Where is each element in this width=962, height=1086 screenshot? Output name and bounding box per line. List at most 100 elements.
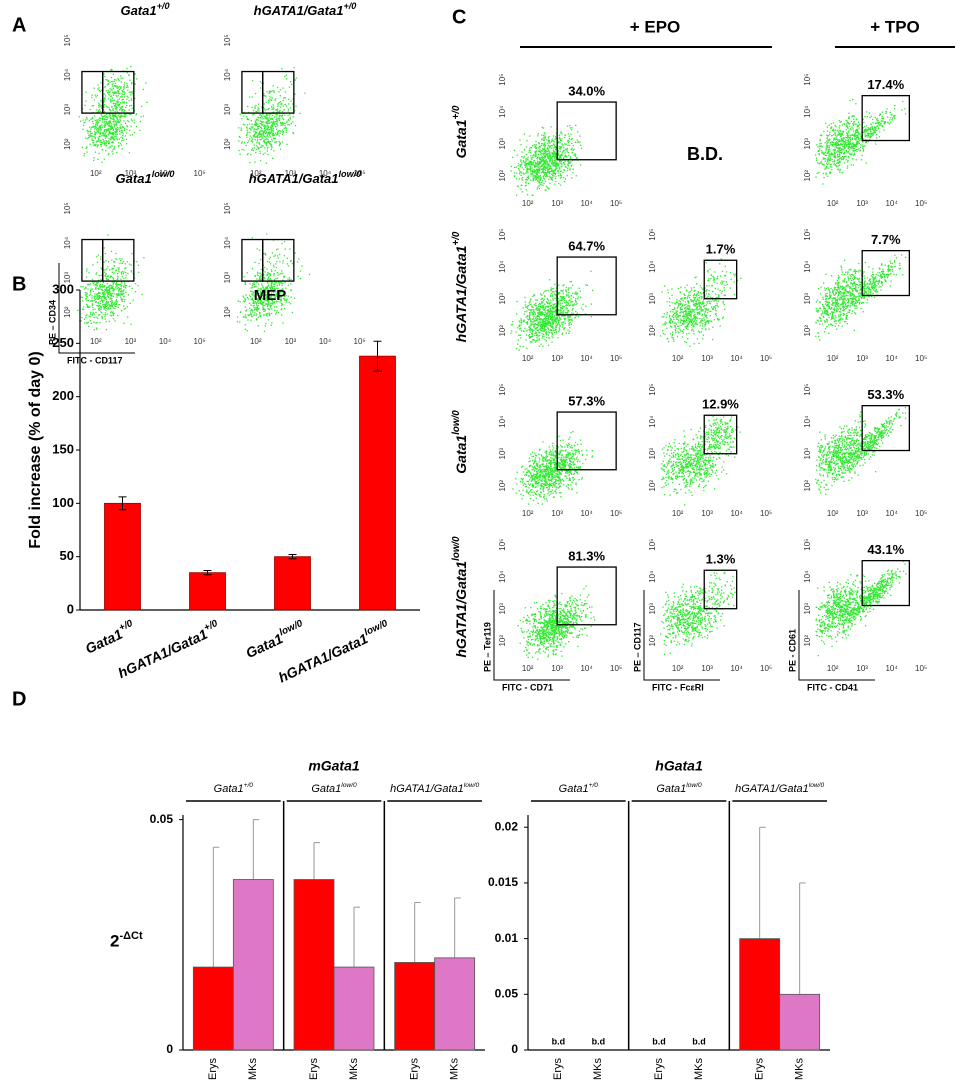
event-dot bbox=[282, 110, 284, 113]
event-dot bbox=[543, 134, 545, 136]
event-dot bbox=[260, 294, 262, 296]
event-dot bbox=[255, 295, 257, 297]
event-dot bbox=[873, 126, 875, 128]
event-dot bbox=[551, 176, 554, 179]
event-dot bbox=[824, 158, 826, 160]
event-dot bbox=[842, 145, 844, 148]
event-dot bbox=[557, 150, 560, 152]
event-dot bbox=[837, 162, 839, 165]
event-dot bbox=[110, 110, 112, 112]
event-dot bbox=[832, 149, 834, 151]
event-dot bbox=[246, 297, 248, 299]
event-dot bbox=[522, 157, 525, 159]
event-dot bbox=[541, 170, 543, 173]
event-dot bbox=[271, 308, 273, 310]
event-dot bbox=[545, 173, 548, 175]
event-dot bbox=[97, 317, 99, 319]
event-dot bbox=[831, 166, 833, 168]
event-dot bbox=[268, 92, 270, 94]
event-dot bbox=[125, 267, 127, 269]
event-dot bbox=[571, 129, 573, 131]
event-dot bbox=[563, 157, 565, 159]
event-dot bbox=[848, 157, 850, 159]
event-dot bbox=[555, 312, 557, 314]
event-dot bbox=[558, 136, 561, 139]
event-dot bbox=[273, 116, 276, 118]
event-dot bbox=[261, 146, 263, 148]
event-dot bbox=[555, 175, 557, 177]
event-dot bbox=[87, 137, 90, 139]
event-dot bbox=[551, 153, 553, 155]
event-dot bbox=[264, 139, 266, 141]
event-dot bbox=[128, 120, 130, 123]
event-dot bbox=[105, 288, 107, 290]
event-dot bbox=[123, 286, 125, 288]
event-dot bbox=[252, 114, 254, 116]
event-dot bbox=[540, 301, 543, 303]
event-dot bbox=[262, 140, 265, 143]
event-dot bbox=[558, 141, 560, 143]
event-dot bbox=[513, 176, 516, 178]
event-dot bbox=[116, 85, 118, 87]
event-dot bbox=[261, 127, 263, 129]
event-dot bbox=[255, 121, 257, 123]
event-dot bbox=[88, 315, 90, 317]
event-dot bbox=[107, 125, 109, 127]
event-dot bbox=[115, 79, 117, 81]
event-dot bbox=[119, 304, 121, 306]
event-dot bbox=[100, 140, 102, 142]
x-axis-label: FITC - CD117 bbox=[67, 355, 123, 365]
x-tick-label: 10² bbox=[827, 199, 839, 208]
event-dot bbox=[848, 145, 850, 147]
event-dot bbox=[282, 122, 284, 124]
event-dot bbox=[834, 153, 836, 155]
event-dot bbox=[112, 83, 114, 85]
event-dot bbox=[270, 145, 273, 148]
event-dot bbox=[554, 164, 556, 166]
event-dot bbox=[89, 320, 92, 322]
event-dot bbox=[258, 295, 261, 297]
event-dot bbox=[259, 311, 261, 314]
event-dot bbox=[271, 126, 273, 128]
event-dot bbox=[248, 314, 250, 317]
event-dot bbox=[113, 282, 115, 284]
event-dot bbox=[111, 271, 113, 273]
event-dot bbox=[96, 328, 98, 330]
event-dot bbox=[110, 297, 112, 299]
event-dot bbox=[531, 328, 534, 331]
event-dot bbox=[541, 138, 543, 140]
event-dot bbox=[870, 136, 872, 138]
event-dot bbox=[93, 281, 96, 283]
event-dot bbox=[557, 170, 559, 172]
event-dot bbox=[849, 140, 851, 143]
event-dot bbox=[256, 293, 258, 295]
gate bbox=[81, 238, 104, 282]
event-dot bbox=[256, 123, 258, 125]
event-dot bbox=[554, 159, 556, 161]
event-dot bbox=[585, 284, 587, 286]
event-dot bbox=[115, 106, 117, 108]
event-dot bbox=[116, 118, 118, 120]
event-dot bbox=[107, 98, 109, 100]
event-dot bbox=[546, 147, 548, 150]
event-dot bbox=[274, 309, 276, 311]
event-dot bbox=[264, 117, 266, 119]
event-dot bbox=[877, 120, 879, 122]
event-dot bbox=[818, 150, 820, 152]
event-dot bbox=[871, 128, 874, 130]
event-dot bbox=[108, 285, 110, 288]
event-dot bbox=[271, 313, 273, 315]
event-dot bbox=[512, 321, 514, 323]
event-dot bbox=[557, 308, 559, 310]
event-dot bbox=[271, 106, 273, 108]
event-dot bbox=[883, 129, 885, 131]
event-dot bbox=[257, 109, 259, 111]
event-dot bbox=[267, 126, 269, 128]
event-dot bbox=[253, 133, 255, 135]
event-dot bbox=[882, 120, 884, 122]
event-dot bbox=[268, 294, 271, 296]
event-dot bbox=[566, 167, 569, 169]
event-dot bbox=[876, 125, 878, 127]
event-dot bbox=[527, 168, 529, 170]
event-dot bbox=[264, 294, 266, 296]
